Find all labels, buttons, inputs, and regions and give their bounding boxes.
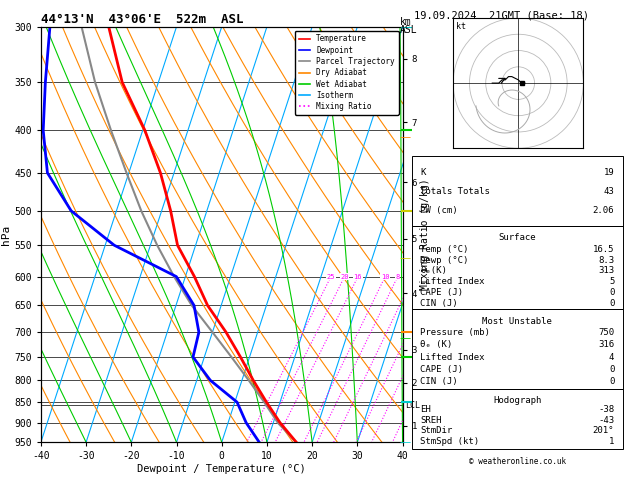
Text: 43: 43 — [604, 187, 615, 196]
Text: CAPE (J): CAPE (J) — [420, 288, 464, 297]
Text: 8: 8 — [396, 274, 400, 279]
Text: 25: 25 — [326, 274, 335, 279]
Text: 19.09.2024  21GMT (Base: 18): 19.09.2024 21GMT (Base: 18) — [414, 11, 589, 21]
Text: 19: 19 — [604, 168, 615, 177]
Text: 201°: 201° — [593, 426, 615, 435]
Text: θₑ (K): θₑ (K) — [420, 340, 453, 349]
Text: Lifted Index: Lifted Index — [420, 277, 485, 286]
Text: 4: 4 — [609, 352, 615, 362]
Text: 44°13'N  43°06'E  522m  ASL: 44°13'N 43°06'E 522m ASL — [41, 13, 243, 26]
Text: 313: 313 — [598, 266, 615, 276]
Text: StmDir: StmDir — [420, 426, 453, 435]
Text: 316: 316 — [598, 340, 615, 349]
Text: © weatheronline.co.uk: © weatheronline.co.uk — [469, 457, 566, 466]
Text: ASL: ASL — [399, 25, 417, 35]
Text: 16.5: 16.5 — [593, 245, 615, 254]
Text: 8.3: 8.3 — [598, 256, 615, 265]
Text: Surface: Surface — [499, 233, 536, 243]
Text: Hodograph: Hodograph — [493, 397, 542, 405]
Text: Most Unstable: Most Unstable — [482, 316, 552, 326]
Text: CAPE (J): CAPE (J) — [420, 365, 464, 374]
Text: 16: 16 — [353, 274, 362, 279]
Text: —: — — [399, 437, 410, 447]
Text: PW (cm): PW (cm) — [420, 206, 458, 215]
Text: θₑ(K): θₑ(K) — [420, 266, 447, 276]
Y-axis label: Mixing Ratio (g/kg): Mixing Ratio (g/kg) — [420, 179, 430, 290]
Bar — [412, 309, 623, 389]
Text: Lifted Index: Lifted Index — [420, 352, 485, 362]
Text: 20: 20 — [340, 274, 349, 279]
Text: Dewp (°C): Dewp (°C) — [420, 256, 469, 265]
Text: km: km — [399, 17, 411, 27]
Text: 0: 0 — [609, 288, 615, 297]
Text: 1: 1 — [609, 436, 615, 446]
Text: K: K — [420, 168, 426, 177]
Bar — [412, 389, 623, 449]
Text: —: — — [399, 253, 410, 263]
Text: 0: 0 — [609, 365, 615, 374]
Text: 2.06: 2.06 — [593, 206, 615, 215]
Text: 0: 0 — [609, 377, 615, 386]
Text: 10: 10 — [381, 274, 389, 279]
Legend: Temperature, Dewpoint, Parcel Trajectory, Dry Adiabat, Wet Adiabat, Isotherm, Mi: Temperature, Dewpoint, Parcel Trajectory… — [295, 31, 399, 115]
Text: kt: kt — [456, 22, 466, 31]
Text: CIN (J): CIN (J) — [420, 377, 458, 386]
Text: SREH: SREH — [420, 416, 442, 424]
Text: Temp (°C): Temp (°C) — [420, 245, 469, 254]
X-axis label: Dewpoint / Temperature (°C): Dewpoint / Temperature (°C) — [137, 464, 306, 474]
Y-axis label: hPa: hPa — [1, 225, 11, 244]
Text: -43: -43 — [598, 416, 615, 424]
Text: -38: -38 — [598, 405, 615, 414]
Text: 750: 750 — [598, 328, 615, 337]
Text: 5: 5 — [609, 277, 615, 286]
Text: Totals Totals: Totals Totals — [420, 187, 490, 196]
Text: 0: 0 — [609, 298, 615, 308]
Text: LCL: LCL — [405, 400, 420, 410]
Text: EH: EH — [420, 405, 431, 414]
Text: CIN (J): CIN (J) — [420, 298, 458, 308]
Bar — [412, 156, 623, 226]
Text: StmSpd (kt): StmSpd (kt) — [420, 436, 479, 446]
Text: Pressure (mb): Pressure (mb) — [420, 328, 490, 337]
Text: —: — — [399, 333, 410, 344]
Text: —: — — [399, 132, 410, 142]
Bar — [412, 226, 623, 309]
